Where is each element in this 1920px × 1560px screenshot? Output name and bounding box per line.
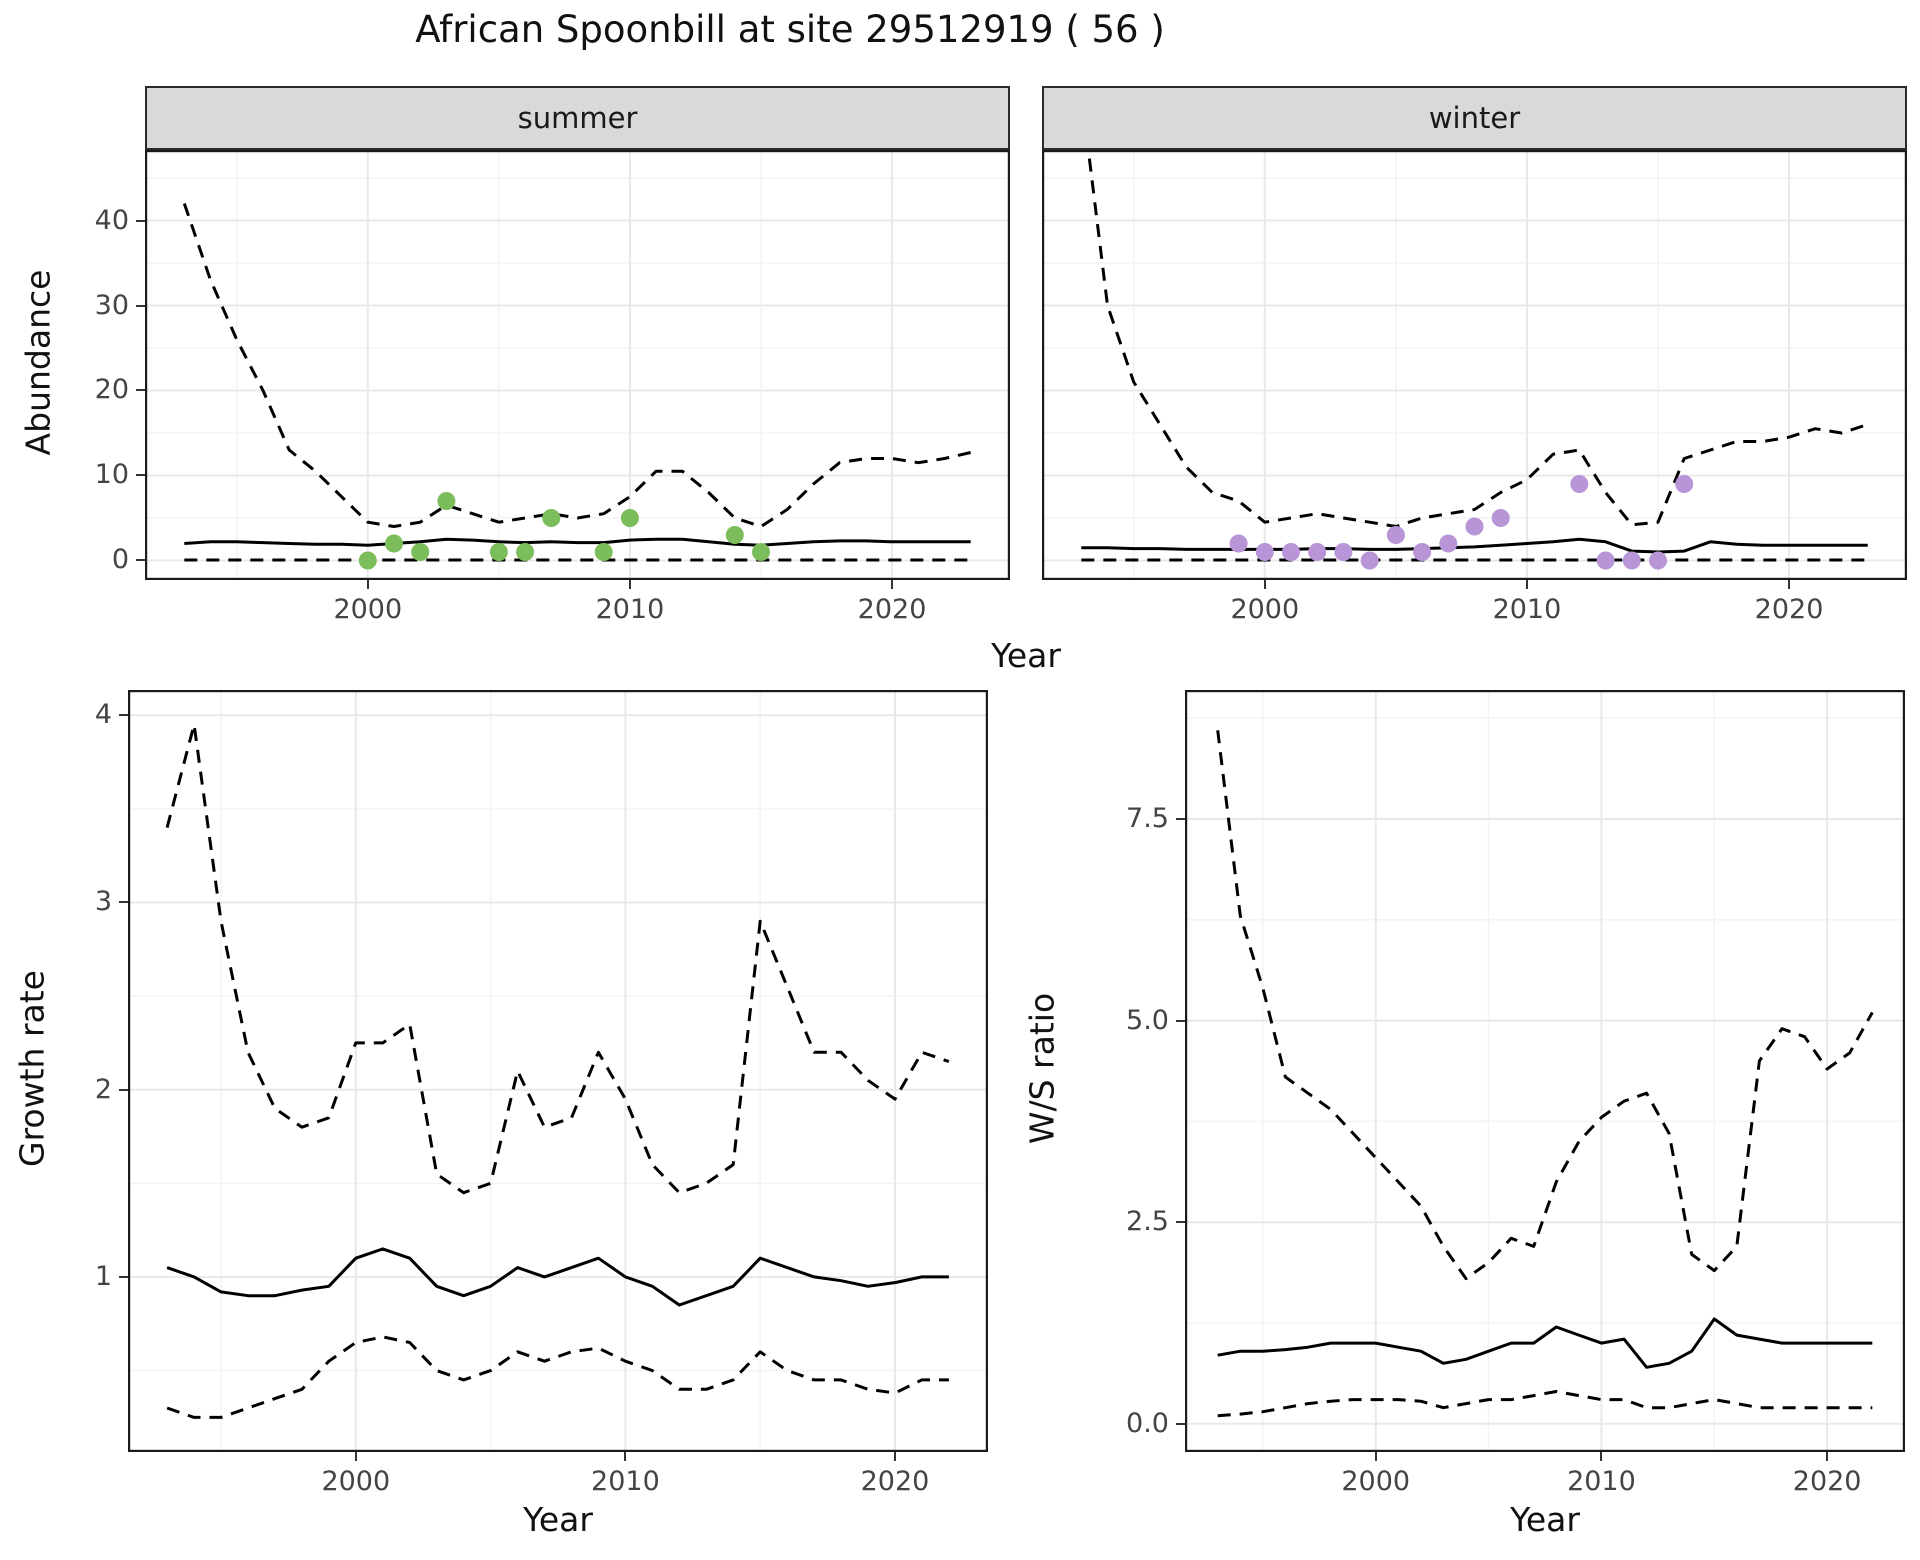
tick-mark xyxy=(136,389,145,392)
y-axis-label-growth-rate: Growth rate xyxy=(12,970,52,1167)
tick-mark xyxy=(136,304,145,307)
tick-mark xyxy=(119,714,128,717)
tick-mark xyxy=(1176,1221,1185,1224)
tick-label: 1 xyxy=(94,1260,112,1292)
tick-mark xyxy=(1826,1452,1829,1461)
tick-label: 2 xyxy=(94,1073,112,1105)
tick-label: 0 xyxy=(111,544,129,576)
tick-mark xyxy=(1374,1452,1377,1461)
tick-label: 2020 xyxy=(1792,1466,1862,1497)
facet-strip-summer: summer xyxy=(145,86,1010,150)
tick-mark xyxy=(366,580,369,589)
tick-label: 2020 xyxy=(1754,594,1824,625)
tick-mark xyxy=(893,1452,896,1461)
tick-mark xyxy=(628,580,631,589)
tick-label: 7.5 xyxy=(1126,803,1169,835)
tick-label: 40 xyxy=(94,204,129,236)
x-axis-label-year-top: Year xyxy=(991,636,1061,675)
tick-mark xyxy=(1525,580,1528,589)
panel-growth_rate xyxy=(128,690,988,1452)
tick-mark xyxy=(891,580,894,589)
tick-label: 2000 xyxy=(321,1466,391,1497)
tick-label: 2010 xyxy=(1567,1466,1636,1497)
tick-label: 2020 xyxy=(857,594,927,625)
tick-label: 0.0 xyxy=(1126,1407,1169,1439)
tick-label: 30 xyxy=(94,289,129,321)
tick-mark xyxy=(119,901,128,904)
tick-mark xyxy=(136,474,145,477)
tick-label: 5.0 xyxy=(1126,1004,1169,1036)
tick-mark xyxy=(119,1275,128,1278)
tick-label: 2000 xyxy=(1230,594,1300,625)
tick-label: 10 xyxy=(94,459,129,491)
y-axis-label-ws-ratio: W/S ratio xyxy=(1022,992,1062,1145)
tick-mark xyxy=(354,1452,357,1461)
panel-abundance_winter xyxy=(1042,150,1907,580)
tick-mark xyxy=(624,1452,627,1461)
tick-label: 3 xyxy=(94,886,112,918)
tick-mark xyxy=(136,219,145,222)
tick-label: 2010 xyxy=(595,594,665,625)
tick-label: 4 xyxy=(94,699,112,731)
tick-label: 2.5 xyxy=(1126,1206,1169,1238)
tick-label: 20 xyxy=(94,374,129,406)
facet-strip-winter: winter xyxy=(1042,86,1907,150)
tick-label: 2000 xyxy=(1341,1466,1411,1497)
tick-mark xyxy=(1600,1452,1603,1461)
tick-label: 2020 xyxy=(860,1466,930,1497)
tick-mark xyxy=(1176,818,1185,821)
tick-mark xyxy=(1176,1019,1185,1022)
tick-mark xyxy=(119,1088,128,1091)
x-axis-label-year-growth: Year xyxy=(523,1500,593,1539)
tick-label: 2010 xyxy=(591,1466,660,1497)
tick-mark xyxy=(1788,580,1791,589)
tick-mark xyxy=(1176,1422,1185,1425)
tick-mark xyxy=(1263,580,1266,589)
chart-title: African Spoonbill at site 29512919 ( 56 … xyxy=(415,8,1165,51)
panel-abundance_summer xyxy=(145,150,1010,580)
tick-mark xyxy=(136,559,145,562)
panel-ws_ratio xyxy=(1185,690,1905,1452)
x-axis-label-year-ws: Year xyxy=(1510,1500,1580,1539)
tick-label: 2010 xyxy=(1492,594,1562,625)
tick-label: 2000 xyxy=(333,594,403,625)
